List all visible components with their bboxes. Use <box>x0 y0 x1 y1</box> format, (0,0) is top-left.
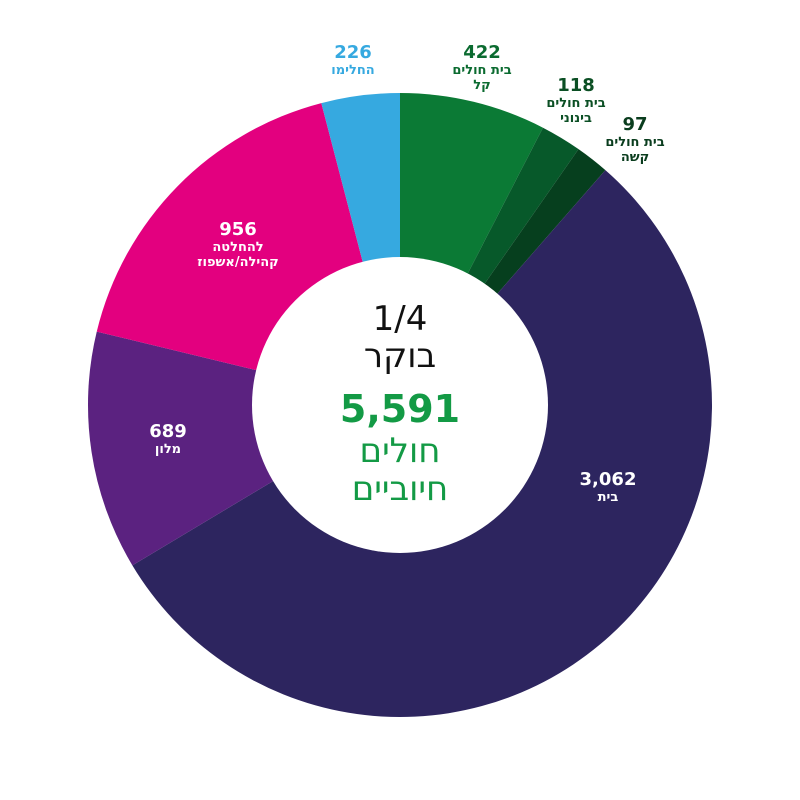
slice-value-0: 422 <box>463 42 501 63</box>
center-fraction: 1/4 <box>373 299 428 339</box>
slice-value-4: 689 <box>149 421 187 442</box>
slice-name-2-line-1: קשה <box>621 150 649 165</box>
center-total-value: 5,591 <box>340 387 460 431</box>
center-text: 1/4 בוקר 5,591 חולים חיוביים <box>340 299 460 509</box>
slice-name-2-line-0: בית חולים <box>605 135 664 150</box>
slice-name-6-line-0: החלימו <box>331 63 374 78</box>
slice-name-5-line-1: קהילה/אשפוז <box>197 255 278 270</box>
slice-value-2: 97 <box>622 114 647 135</box>
center-total-caption-line-2: חיוביים <box>352 469 449 509</box>
slice-name-1-line-1: בינוני <box>560 111 592 126</box>
center-time-of-day: בוקר <box>364 336 436 376</box>
slice-name-3-line-0: בית <box>598 490 619 505</box>
slice-name-4-line-0: מלון <box>155 442 181 457</box>
center-total-caption-line-1: חולים <box>360 431 441 471</box>
slice-name-1-line-0: בית חולים <box>546 96 605 111</box>
slice-name-5-line-0: להחלטה <box>212 240 263 255</box>
slice-name-0-line-1: קל <box>473 78 490 93</box>
slice-value-3: 3,062 <box>580 469 637 490</box>
donut-center <box>252 257 548 553</box>
slice-value-6: 226 <box>334 42 372 63</box>
slice-value-5: 956 <box>219 219 257 240</box>
slice-name-0-line-0: בית חולים <box>452 63 511 78</box>
slice-value-1: 118 <box>557 75 595 96</box>
